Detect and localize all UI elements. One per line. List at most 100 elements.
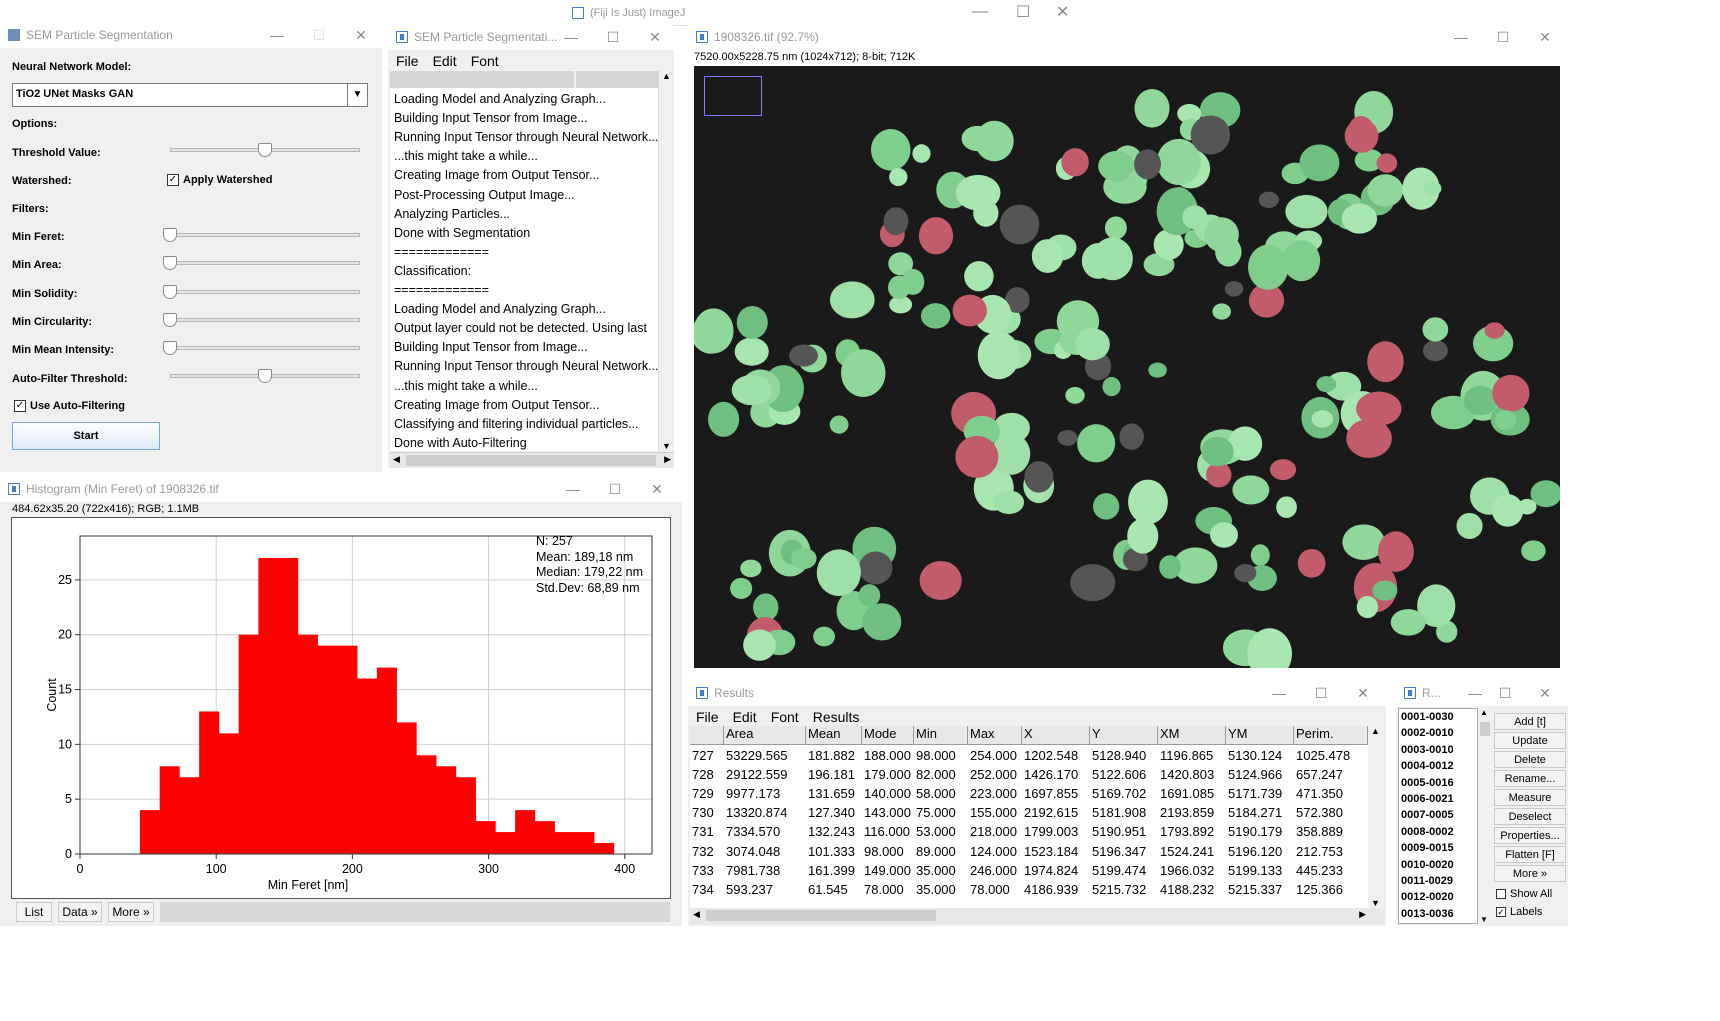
close-icon[interactable]: ✕: [1539, 28, 1551, 45]
maximize-icon[interactable]: ☐: [1496, 28, 1510, 45]
close-icon[interactable]: ✕: [1539, 684, 1551, 701]
scroll-thumb[interactable]: [406, 455, 656, 466]
menu-file[interactable]: File: [696, 709, 719, 725]
list-item[interactable]: 0003-0010: [1401, 743, 1454, 756]
column-header[interactable]: [690, 726, 724, 745]
min-circularity-slider[interactable]: [170, 318, 360, 322]
list-item[interactable]: 0011-0029: [1401, 875, 1453, 887]
scroll-left-icon[interactable]: ◀: [693, 909, 700, 919]
column-header[interactable]: Min: [914, 726, 968, 745]
min-solidity-slider-handle[interactable]: [163, 285, 177, 299]
maximize-icon[interactable]: ☐: [608, 480, 622, 497]
log-vertical-scrollbar[interactable]: ▲ ▼: [658, 71, 674, 451]
scroll-left-icon[interactable]: ◀: [393, 454, 400, 464]
column-header[interactable]: Mean: [806, 726, 862, 745]
roi-button[interactable]: Rename...: [1494, 770, 1566, 787]
threshold-slider-handle[interactable]: [258, 143, 272, 157]
min-feret-slider[interactable]: [170, 233, 360, 237]
sem-window-titlebar[interactable]: SEM Particle Segmentation — ☐ ✕: [0, 22, 382, 48]
apply-watershed-checkbox[interactable]: ✓ Apply Watershed: [167, 174, 272, 187]
check-icon[interactable]: ✓: [1496, 907, 1506, 918]
chevron-down-icon[interactable]: ▼: [347, 84, 367, 106]
roi-button[interactable]: Add [t]: [1494, 713, 1566, 730]
list-item[interactable]: 0002-0010: [1401, 727, 1454, 740]
table-row[interactable]: 730 13320.874 127.340 143.000 75.000 155.000 2…: [690, 805, 1368, 824]
min-area-slider[interactable]: [170, 261, 360, 265]
scroll-down-icon[interactable]: ▼: [1371, 898, 1380, 908]
min-mean-intensity-slider-handle[interactable]: [163, 341, 177, 355]
menu-font[interactable]: Font: [470, 53, 499, 69]
column-header[interactable]: Perim.: [1294, 726, 1368, 745]
menu-results[interactable]: Results: [812, 709, 860, 725]
close-icon[interactable]: ✕: [651, 480, 663, 497]
data-button[interactable]: Data »: [58, 902, 102, 922]
roi-button[interactable]: Deselect: [1494, 808, 1566, 825]
start-button[interactable]: Start: [12, 422, 160, 450]
table-row[interactable]: 727 53229.565 181.882 188.000 98.000 254.000 1…: [690, 748, 1368, 767]
scroll-down-icon[interactable]: ▼: [662, 441, 671, 451]
roi-button[interactable]: Properties...: [1494, 827, 1566, 844]
model-select[interactable]: TiO2 UNet Masks GAN ▼: [12, 83, 368, 107]
list-item[interactable]: 0006-0021: [1401, 793, 1454, 805]
column-header[interactable]: XM: [1158, 726, 1226, 745]
table-row[interactable]: 728 29122.559 196.181 179.000 82.000 252.000 1…: [690, 767, 1368, 786]
maximize-icon[interactable]: ☐: [1314, 684, 1328, 701]
min-solidity-slider[interactable]: [170, 290, 360, 294]
scroll-thumb[interactable]: [706, 910, 936, 921]
minimize-icon[interactable]: —: [270, 27, 284, 43]
results-vertical-scrollbar[interactable]: ▲ ▼: [1368, 726, 1384, 908]
scroll-up-icon[interactable]: ▲: [1480, 708, 1488, 717]
table-row[interactable]: 731 7334.570 132.243 116.000 53.000 218.000 17…: [690, 824, 1368, 843]
labels-checkbox[interactable]: ✓ Labels: [1496, 906, 1542, 918]
scroll-down-icon[interactable]: ▼: [1480, 915, 1488, 924]
list-item[interactable]: 0012-0020: [1401, 891, 1454, 904]
table-row[interactable]: 734 593.237 61.545 78.000 35.000 78.000 4186.9…: [690, 882, 1368, 901]
column-header[interactable]: Mode: [862, 726, 914, 745]
fiji-main-titlebar[interactable]: (Fiji Is Just) ImageJ — ☐ ✕: [564, 0, 1082, 26]
scroll-up-icon[interactable]: ▲: [662, 71, 671, 81]
minimize-icon[interactable]: —: [564, 29, 578, 45]
maximize-icon[interactable]: ☐: [606, 28, 620, 45]
scroll-right-icon[interactable]: ▶: [1359, 909, 1366, 919]
close-icon[interactable]: ✕: [649, 28, 661, 45]
menu-edit[interactable]: Edit: [432, 53, 457, 69]
scroll-thumb[interactable]: [1480, 722, 1490, 736]
results-window-titlebar[interactable]: Results — ☐ ✕: [688, 680, 1386, 706]
auto-filter-slider-handle[interactable]: [258, 369, 272, 383]
list-item[interactable]: 0010-0020: [1401, 858, 1454, 871]
min-mean-intensity-slider[interactable]: [170, 346, 360, 350]
min-area-slider-handle[interactable]: [163, 256, 177, 270]
close-icon[interactable]: ✕: [1056, 4, 1070, 21]
maximize-icon[interactable]: ☐: [312, 26, 326, 43]
list-item[interactable]: 0009-0015: [1401, 842, 1454, 855]
checkbox-icon[interactable]: [1496, 889, 1506, 900]
list-item[interactable]: 0013-0036: [1401, 907, 1454, 920]
roi-list[interactable]: 0001-0030 0002-0010 0003-0010 0004-0012 0005…: [1398, 708, 1478, 924]
image-window-titlebar[interactable]: 1908326.tif (92.7%) — ☐ ✕: [688, 24, 1568, 50]
min-feret-slider-handle[interactable]: [163, 228, 177, 242]
show-all-checkbox[interactable]: Show All: [1496, 888, 1552, 900]
maximize-icon[interactable]: ☐: [1498, 684, 1512, 701]
menu-edit[interactable]: Edit: [732, 709, 757, 725]
minimize-icon[interactable]: —: [566, 481, 580, 497]
minimize-icon[interactable]: —: [1468, 685, 1482, 701]
close-icon[interactable]: ✕: [355, 26, 367, 43]
menu-file[interactable]: File: [396, 53, 419, 69]
list-item[interactable]: 0008-0002: [1401, 825, 1454, 838]
menu-font[interactable]: Font: [770, 709, 799, 725]
check-icon[interactable]: ✓: [14, 400, 26, 413]
roi-button[interactable]: Delete: [1494, 751, 1566, 768]
log-text-area[interactable]: Loading Model and Analyzing Graph... Buil…: [390, 88, 658, 451]
list-item[interactable]: 0005-0016: [1401, 776, 1454, 789]
minimize-icon[interactable]: —: [1454, 29, 1468, 45]
list-item[interactable]: 0001-0030: [1401, 711, 1454, 723]
maximize-icon[interactable]: ☐: [1016, 4, 1031, 21]
scroll-up-icon[interactable]: ▲: [1371, 726, 1380, 736]
more-button[interactable]: More »: [108, 902, 154, 922]
log-horizontal-scrollbar[interactable]: ◀ ▶: [390, 452, 674, 468]
column-header[interactable]: Y: [1090, 726, 1158, 745]
roi-button[interactable]: More »: [1494, 865, 1566, 882]
close-icon[interactable]: ✕: [1357, 684, 1369, 701]
results-horizontal-scrollbar[interactable]: ◀ ▶: [690, 908, 1384, 924]
list-item[interactable]: 0004-0012: [1401, 760, 1454, 773]
